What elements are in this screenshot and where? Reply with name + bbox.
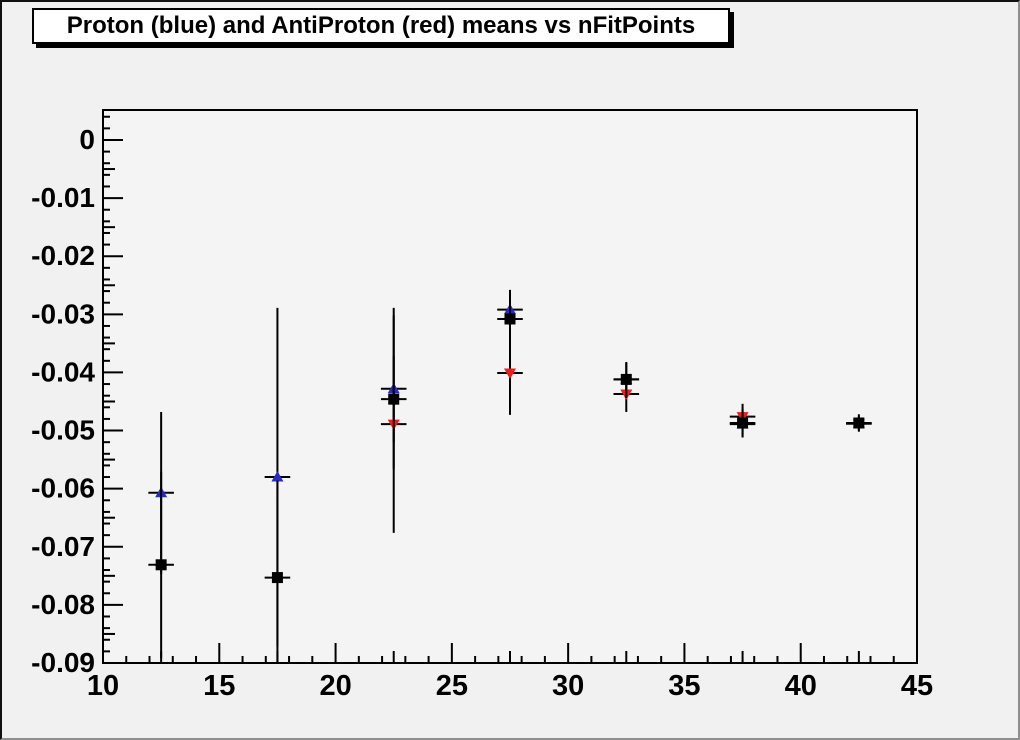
y-tick-label: -0.09 <box>31 647 95 678</box>
data-point-square <box>504 313 516 325</box>
y-tick-label: -0.01 <box>31 182 95 213</box>
data-point-square <box>737 417 749 429</box>
x-tick-label: 25 <box>436 670 468 702</box>
y-tick-label: -0.04 <box>31 356 95 387</box>
y-axis-labels: 0 -0.01 -0.02 -0.03 -0.04 -0.05 -0.06 -0.07 -0.0… <box>31 124 95 678</box>
x-tick-label: 45 <box>901 670 933 702</box>
data-point-square <box>620 373 632 385</box>
data-point-square <box>853 417 865 429</box>
data-point-square <box>388 393 400 405</box>
data-point-triangle-up <box>271 471 284 482</box>
x-tick-label: 30 <box>552 670 584 702</box>
x-axis-labels: 10 15 20 25 30 35 40 45 <box>87 670 933 702</box>
y-tick-label: -0.03 <box>31 298 95 329</box>
data-point-triangle-down <box>504 368 516 380</box>
y-tick-label: -0.05 <box>31 415 95 446</box>
x-tick-label: 20 <box>319 670 351 702</box>
plot-title: Proton (blue) and AntiProton (red) means… <box>66 12 696 39</box>
x-tick-label: 35 <box>668 670 700 702</box>
y-tick-label: -0.08 <box>31 589 95 620</box>
y-tick-label: 0 <box>79 124 95 155</box>
y-tick-label: -0.06 <box>31 473 95 504</box>
series-black <box>148 289 872 663</box>
y-tick-label: -0.02 <box>31 240 95 271</box>
x-tick-label: 10 <box>87 670 119 702</box>
data-point-square <box>271 572 283 584</box>
x-tick-label: 15 <box>203 670 235 702</box>
title-box: Proton (blue) and AntiProton (red) means… <box>32 8 730 44</box>
x-tick-label: 40 <box>785 670 817 702</box>
y-tick-label: -0.07 <box>31 531 95 562</box>
data-point-square <box>155 559 167 571</box>
axis-ticks <box>102 115 918 664</box>
